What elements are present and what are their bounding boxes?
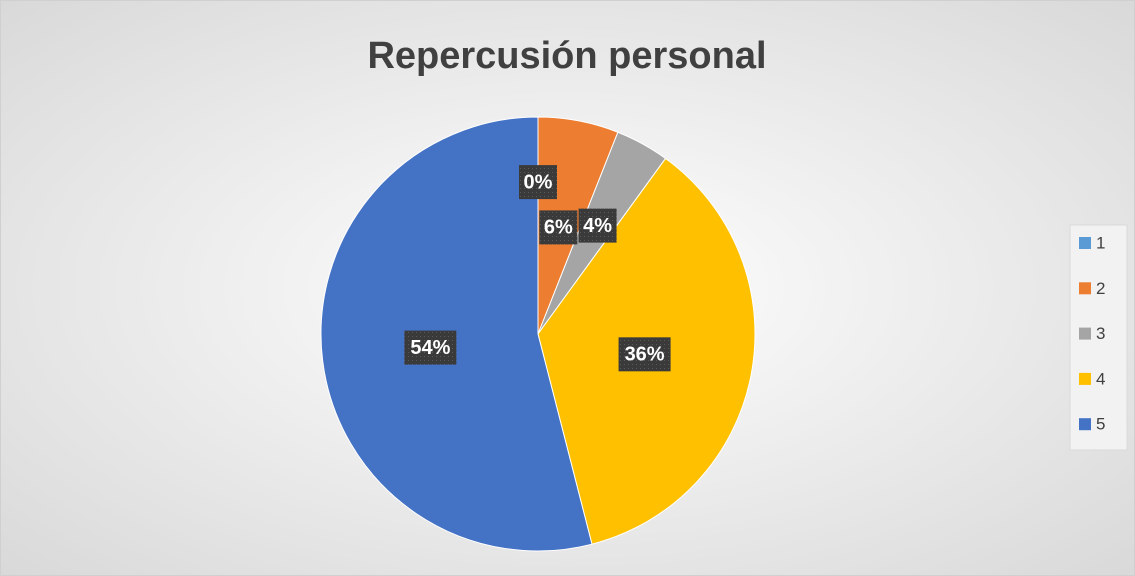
legend-label: 2 <box>1096 279 1105 298</box>
data-label: 36% <box>625 344 665 366</box>
legend-label: 5 <box>1096 415 1105 434</box>
legend-swatch <box>1079 237 1091 249</box>
pie-slice <box>320 116 593 552</box>
data-label: 0% <box>524 171 553 193</box>
data-label-box <box>578 208 617 243</box>
legend-label: 3 <box>1096 324 1105 343</box>
data-label: 54% <box>410 337 450 359</box>
chart-title: Repercusión personal <box>367 35 766 77</box>
legend-label: 4 <box>1096 369 1105 388</box>
data-label: 4% <box>583 215 612 237</box>
legend-swatch <box>1079 327 1091 340</box>
data-label-box <box>404 330 457 365</box>
legend-label: 1 <box>1096 233 1105 252</box>
legend-swatch <box>1079 418 1091 431</box>
data-label-box <box>539 210 578 245</box>
data-label-box <box>618 337 671 372</box>
legend-swatch <box>1079 282 1091 295</box>
legend-swatch <box>1079 372 1091 385</box>
data-label-box <box>519 165 557 200</box>
data-label: 6% <box>544 217 573 239</box>
